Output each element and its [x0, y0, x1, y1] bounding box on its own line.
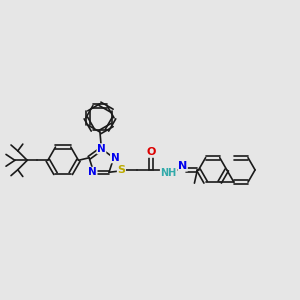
Text: N: N	[88, 167, 97, 177]
Text: S: S	[117, 165, 125, 175]
Text: O: O	[146, 147, 155, 157]
Text: NH: NH	[160, 168, 177, 178]
Text: N: N	[110, 153, 119, 163]
Text: N: N	[178, 161, 187, 171]
Text: N: N	[97, 144, 106, 154]
